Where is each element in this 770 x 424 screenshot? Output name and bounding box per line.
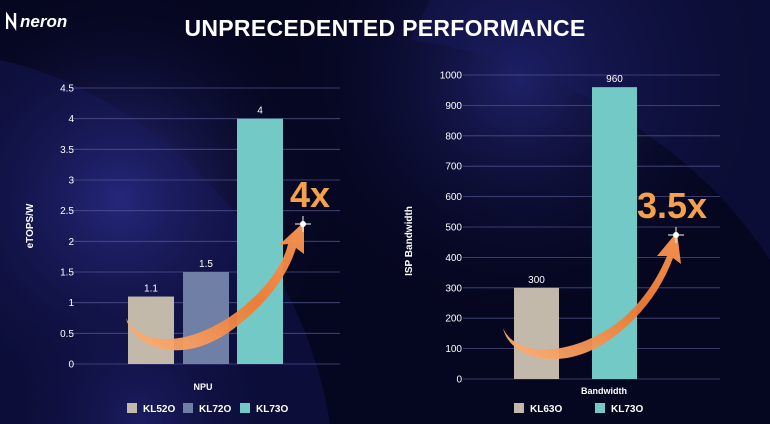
growth-arrow-icon — [503, 232, 681, 360]
y-axis-title: ISP Bandwidth — [404, 206, 415, 276]
legend-label: KL52O — [143, 404, 175, 415]
y-tick-label: 400 — [445, 253, 462, 264]
y-tick-label: 1.5 — [60, 268, 74, 279]
y-tick-label: 0 — [456, 375, 462, 386]
y-tick-label: 2 — [68, 237, 74, 248]
legend-label: KL72O — [199, 404, 231, 415]
sparkle-rays-icon — [295, 216, 311, 232]
page-title: UNPRECEDENTED PERFORMANCE — [184, 15, 586, 41]
brand-name: neron — [20, 12, 68, 31]
multiplier-annotation: 4x — [290, 174, 330, 215]
y-tick-label: 3 — [68, 176, 74, 187]
data-label: 960 — [606, 74, 623, 85]
y-tick-label: 500 — [445, 223, 462, 234]
x-axis-title: NPU — [193, 382, 212, 392]
legend-swatch — [595, 403, 605, 413]
bar-kl630 — [514, 287, 559, 379]
logo-mark-icon — [5, 11, 20, 36]
data-label: 1.1 — [144, 284, 158, 295]
y-tick-label: 0.5 — [60, 329, 74, 340]
bar-kl730 — [237, 118, 283, 365]
data-label: 4 — [257, 106, 263, 117]
y-tick-label: 200 — [445, 314, 462, 325]
y-tick-label: 3.5 — [60, 145, 74, 156]
legend-swatch — [127, 403, 137, 413]
legend-swatch — [514, 403, 524, 413]
y-tick-label: 4 — [68, 114, 74, 125]
data-label: 1.5 — [199, 259, 213, 270]
data-label: 300 — [528, 275, 545, 286]
y-tick-label: 0 — [68, 360, 74, 371]
sparkle-rays-icon — [668, 227, 684, 243]
legend-swatch — [240, 403, 250, 413]
isp-bandwidth-chart: 0 100 200 300 400 500 600 700 800 900 1000 300 960 Ba… — [404, 71, 720, 415]
legend-label: KL63O — [530, 404, 562, 415]
y-tick-label: 600 — [445, 192, 462, 203]
growth-arrow-icon — [126, 222, 304, 351]
brand-logo: neron — [5, 9, 86, 36]
y-tick-label: 1 — [68, 298, 74, 309]
y-tick-label: 2.5 — [60, 206, 74, 217]
y-tick-label: 300 — [445, 283, 462, 294]
legend-label: KL73O — [611, 404, 643, 415]
bar-kl720 — [183, 272, 229, 364]
legend-label: KL73O — [256, 404, 288, 415]
y-tick-label: 100 — [445, 344, 462, 355]
multiplier-annotation: 3.5x — [637, 185, 707, 226]
y-tick-label: 700 — [445, 162, 462, 173]
y-tick-label: 4.5 — [60, 84, 74, 95]
y-tick-label: 1000 — [440, 71, 463, 82]
y-tick-label: 900 — [445, 101, 462, 112]
legend-swatch — [183, 403, 193, 413]
npu-efficiency-chart: 0 0.5 1 1.5 2 2.5 3 3.5 4 4.5 1.1 1.5 4 NPU eTOPS/W KL5… — [25, 84, 340, 415]
y-tick-label: 800 — [445, 131, 462, 142]
y-axis-title: eTOPS/W — [25, 203, 36, 248]
x-axis-title: Bandwidth — [581, 386, 627, 396]
